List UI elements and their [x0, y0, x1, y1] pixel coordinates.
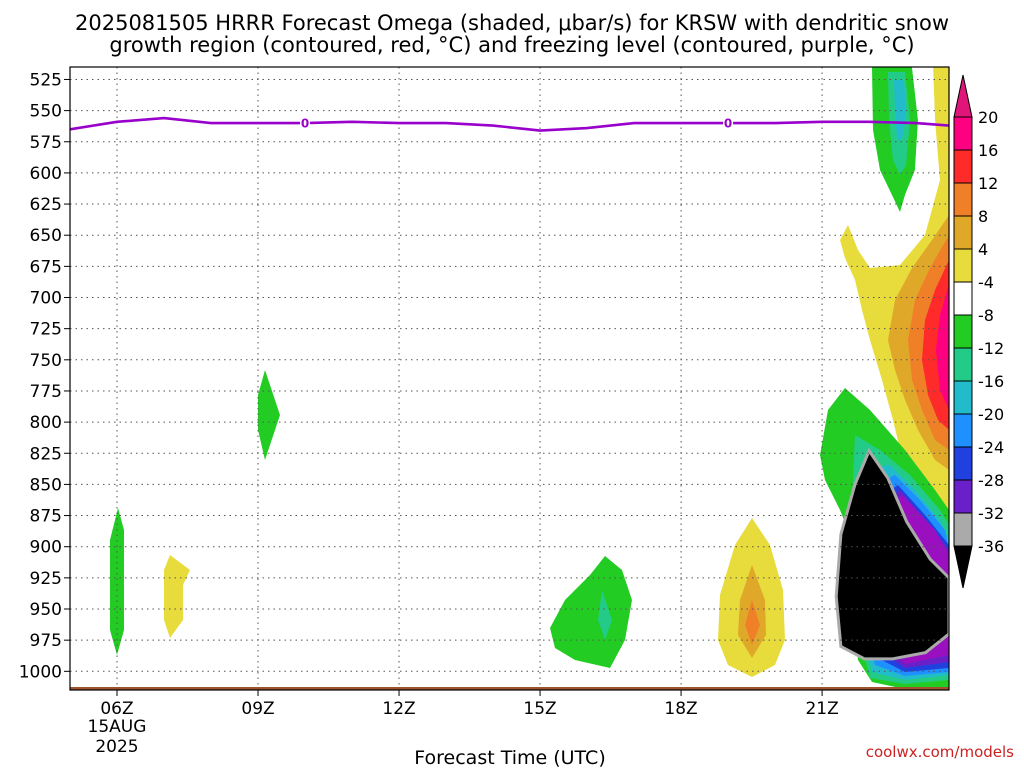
date-day-label: 15AUG	[88, 717, 147, 737]
colorbar-bottom-extension	[953, 545, 973, 589]
colorbar-label-9: -20	[978, 405, 1004, 424]
y-tick-label-700: 700	[30, 289, 62, 309]
colorbar-label-1: 16	[978, 141, 998, 160]
x-axis-title: Forecast Time (UTC)	[414, 747, 605, 768]
colorbar-label-8: -16	[978, 372, 1004, 391]
white-wedge	[902, 67, 935, 212]
y-tick-label-775: 775	[30, 382, 62, 402]
colorbar-swatch-0	[953, 116, 973, 151]
colorbar-label-10: -24	[978, 438, 1004, 457]
omega-ascent-cyan-upper	[894, 80, 906, 140]
y-tick-label-850: 850	[30, 475, 62, 495]
colorbar-swatch-6	[953, 314, 973, 349]
y-tick-label-925: 925	[30, 569, 62, 589]
colorbar-label-0: 20	[978, 108, 998, 127]
colorbar-label-4: 4	[978, 240, 988, 259]
omega-core-layer	[834, 447, 949, 661]
chart-title-line-2: growth region (contoured, red, °C) and f…	[109, 33, 914, 57]
colorbar-label-12: -32	[978, 504, 1004, 523]
colorbar-label-2: 12	[978, 174, 998, 193]
y-tick-label-650: 650	[30, 226, 62, 246]
y-tick-label-900: 900	[30, 538, 62, 558]
plot-border	[69, 66, 950, 691]
y-tick-label-625: 625	[30, 195, 62, 215]
freezing-level-line	[70, 116, 949, 132]
omega-descent-magenta	[936, 285, 949, 410]
y-tick-label-800: 800	[30, 413, 62, 433]
x-tick-label-09Z: 09Z	[241, 699, 274, 719]
freezing-level-label-bg-0	[300, 115, 311, 132]
darkorange-patch-1900z	[745, 600, 760, 645]
credit-text: coolwx.com/models	[866, 743, 1014, 761]
omega-strong-ascent-core	[834, 447, 949, 661]
y-tick-label-950: 950	[30, 600, 62, 620]
teal-patch-1600z	[598, 590, 612, 640]
colorbar: 20 16 12 8 4 -4 -8 -12 -16 -20 -24 -28 -32 -36	[953, 74, 1004, 589]
date-year-label: 2025	[95, 737, 138, 757]
y-tick-label-600: 600	[30, 164, 62, 184]
y-tick-label-1000: 1000	[19, 662, 62, 682]
colorbar-swatch-7	[953, 347, 973, 382]
colorbar-swatch-1	[953, 149, 973, 184]
x-axis: 06Z 09Z 12Z 15Z 18Z 21Z	[100, 690, 839, 719]
colorbar-top-extension	[953, 74, 973, 118]
colorbar-label-11: -28	[978, 471, 1004, 490]
y-tick-label-750: 750	[30, 351, 62, 371]
colorbar-swatch-11	[953, 479, 973, 514]
freezing-level-label-1: 0	[724, 117, 732, 131]
colorbar-label-5: -4	[978, 273, 994, 292]
colorbar-label-7: -12	[978, 339, 1004, 358]
terrain-strip	[70, 687, 949, 690]
y-tick-label-725: 725	[30, 320, 62, 340]
y-tick-label-975: 975	[30, 631, 62, 651]
green-patch-0530z	[110, 508, 124, 655]
colorbar-swatch-4	[953, 248, 973, 283]
colorbar-swatch-9	[953, 413, 973, 448]
colorbar-swatch-3	[953, 215, 973, 250]
y-tick-label-550: 550	[30, 102, 62, 122]
freezing-level-label-0: 0	[301, 117, 309, 131]
chart-title-line-1: 2025081505 HRRR Forecast Omega (shaded, …	[75, 11, 949, 35]
green-patch-0900z	[258, 370, 280, 460]
freezing-level-label-bg-1	[723, 115, 734, 132]
colorbar-swatch-10	[953, 446, 973, 481]
y-tick-label-575: 575	[30, 133, 62, 153]
x-tick-label-12Z: 12Z	[382, 699, 415, 719]
x-tick-label-06Z: 06Z	[100, 699, 133, 719]
y-tick-label-825: 825	[30, 444, 62, 464]
y-tick-label-525: 525	[30, 70, 62, 90]
yellow-patch-0700z	[164, 555, 190, 638]
colorbar-swatch-8	[953, 380, 973, 415]
x-tick-label-21Z: 21Z	[805, 699, 838, 719]
colorbar-swatch-2	[953, 182, 973, 217]
y-tick-label-875: 875	[30, 507, 62, 527]
colorbar-swatch-gray	[953, 512, 973, 547]
plot-area	[70, 67, 949, 690]
colorbar-swatch-5	[953, 281, 973, 316]
y-tick-label-675: 675	[30, 257, 62, 277]
x-tick-label-18Z: 18Z	[664, 699, 697, 719]
y-axis: 525 550 575 600 625 650 675 700 725 750 775 800 825 8…	[19, 70, 70, 682]
colorbar-label-6: -8	[978, 306, 994, 325]
x-tick-label-15Z: 15Z	[523, 699, 556, 719]
colorbar-label-13: -36	[978, 537, 1004, 556]
colorbar-label-3: 8	[978, 207, 988, 226]
grid-horizontal	[70, 78, 949, 672]
